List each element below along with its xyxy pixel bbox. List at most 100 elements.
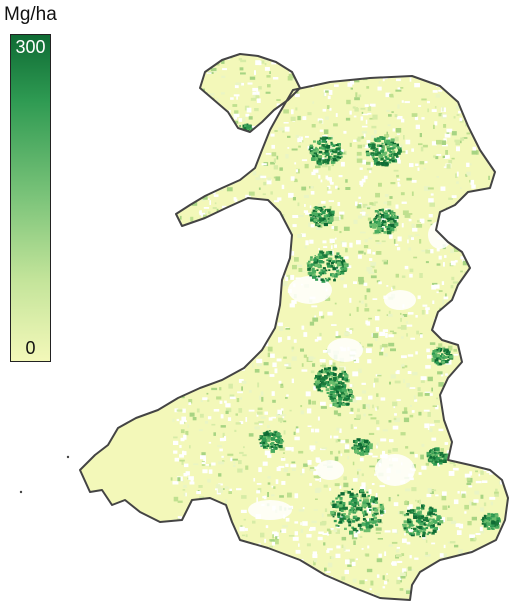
forest-cell (379, 505, 384, 509)
texture-cell (417, 387, 421, 391)
forest-cell (320, 390, 324, 393)
forest-cell (420, 528, 423, 531)
forest-cell (482, 518, 485, 521)
forest-cell (276, 432, 281, 437)
texture-cell (472, 383, 478, 388)
texture-cell (207, 416, 212, 420)
texture-cell (358, 276, 364, 282)
texture-cell (502, 476, 508, 480)
texture-cell (300, 405, 303, 408)
texture-cell (226, 145, 229, 150)
forest-cell (364, 443, 368, 446)
texture-cell (264, 573, 268, 577)
forest-cell (417, 522, 420, 524)
forest-cell (389, 220, 394, 223)
forest-cell (375, 148, 378, 151)
texture-cell (237, 585, 241, 588)
texture-cell (428, 214, 433, 218)
texture-cell (197, 260, 203, 264)
forest-cell (360, 452, 365, 456)
texture-cell (215, 374, 219, 379)
texture-cell (508, 235, 511, 238)
texture-cell (232, 355, 237, 360)
texture-cell (265, 272, 272, 278)
texture-cell (408, 219, 412, 222)
texture-cell (331, 324, 337, 326)
texture-cell (237, 303, 241, 306)
texture-cell (354, 358, 360, 363)
texture-cell (404, 101, 410, 104)
texture-cell (379, 71, 385, 77)
forest-cell (425, 527, 429, 529)
texture-cell (360, 494, 363, 499)
forest-cell (346, 395, 349, 398)
forest-cell (262, 441, 266, 444)
texture-cell (475, 480, 482, 484)
texture-cell (205, 265, 208, 268)
forest-cell (335, 384, 338, 386)
texture-cell (415, 351, 418, 355)
forest-cell (333, 387, 338, 391)
forest-cell (371, 513, 376, 517)
texture-cell (199, 72, 202, 78)
forest-cell (332, 373, 337, 376)
forest-cell (443, 355, 446, 357)
forest-cell (422, 534, 426, 538)
texture-cell (201, 369, 204, 375)
texture-cell (363, 282, 368, 286)
texture-cell (256, 413, 259, 417)
forest-cell (334, 278, 336, 280)
texture-cell (181, 54, 187, 55)
texture-cell (220, 317, 223, 322)
texture-cell (492, 144, 498, 148)
texture-cell (269, 566, 272, 572)
texture-cell (351, 398, 357, 403)
forest-cell (337, 512, 341, 515)
texture-cell (264, 450, 271, 456)
texture-cell (189, 316, 193, 319)
texture-cell (396, 370, 400, 375)
forest-cell (491, 527, 495, 530)
forest-cell (326, 392, 330, 394)
forest-cell (322, 376, 327, 380)
forest-cell (343, 513, 346, 516)
texture-cell (298, 543, 300, 547)
texture-cell (402, 363, 405, 368)
forest-cell (340, 391, 346, 395)
texture-cell (471, 205, 477, 211)
texture-cell (272, 271, 275, 274)
texture-cell (197, 594, 202, 597)
texture-cell (259, 126, 263, 131)
texture-cell (370, 262, 377, 266)
texture-cell (205, 563, 208, 566)
forest-cell (259, 442, 263, 445)
forest-cell (338, 504, 343, 508)
forest-cell (434, 513, 438, 516)
forest-cell (337, 151, 342, 156)
forest-cell (341, 370, 344, 373)
texture-cell (294, 531, 298, 536)
texture-cell (275, 413, 279, 417)
texture-cell (369, 202, 374, 205)
texture-cell (182, 121, 187, 124)
forest-cell (388, 142, 393, 146)
texture-cell (361, 473, 364, 477)
texture-cell (486, 564, 491, 569)
texture-cell (327, 95, 331, 100)
forest-cell (438, 459, 443, 463)
texture-cell (509, 414, 513, 418)
texture-cell (347, 564, 352, 567)
texture-cell (493, 182, 499, 186)
texture-cell (197, 527, 203, 530)
texture-cell (211, 167, 214, 171)
forest-cell (341, 394, 345, 397)
texture-cell (397, 247, 401, 251)
texture-cell (390, 182, 396, 185)
forest-cell (330, 371, 335, 376)
forest-cell (374, 210, 378, 213)
forest-cell (330, 262, 334, 265)
texture-cell (235, 223, 240, 228)
texture-cell (490, 567, 495, 573)
texture-cell (302, 116, 307, 120)
island-dot (66, 455, 70, 459)
